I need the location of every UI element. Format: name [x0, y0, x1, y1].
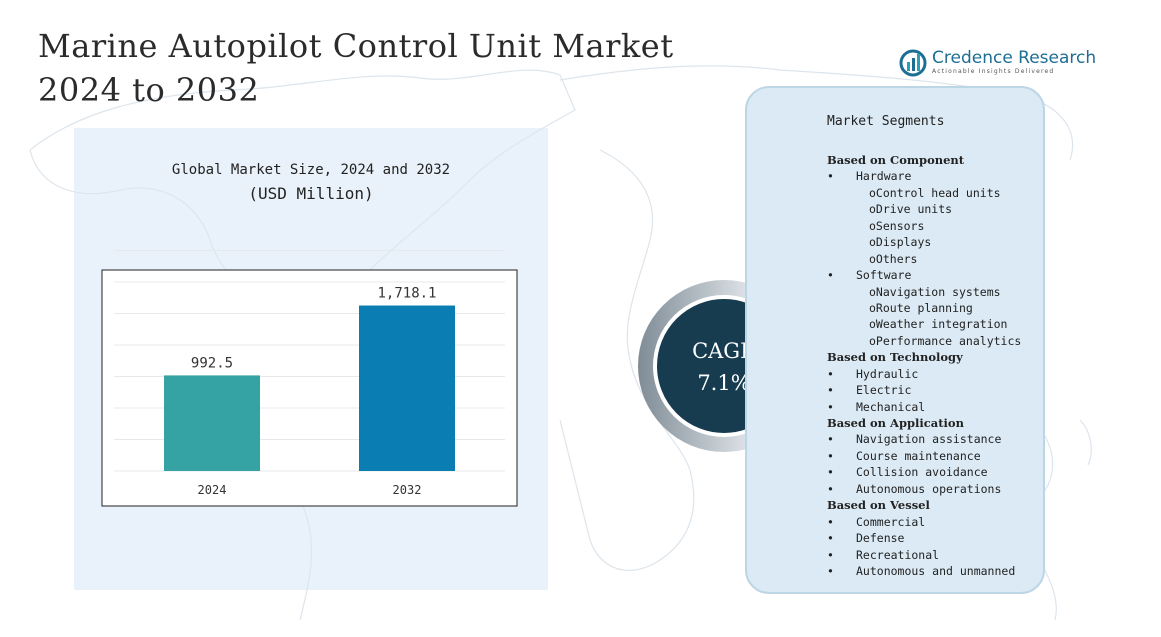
cagr-value: 7.1% [697, 371, 751, 395]
bullet-icon: • [827, 268, 834, 283]
bullet-icon: • [827, 399, 834, 414]
segment-item-label: Collision avoidance [856, 465, 988, 480]
segment-group-heading: Based on Technology [827, 350, 963, 365]
segment-item-label: Recreational [856, 547, 940, 562]
segment-item-label: Software [856, 268, 912, 283]
credence-logo-icon [899, 49, 927, 77]
segment-item: • Hardware [827, 168, 1042, 184]
bullet-icon: • [827, 366, 834, 381]
bar-2024 [164, 375, 260, 471]
segment-group-heading: Based on Vessel [827, 498, 930, 513]
bullet-icon: • [827, 383, 834, 398]
credence-research-logo: Credence Research Actionable Insights De… [898, 48, 1096, 80]
title-line-2: 2024 to 2032 [38, 71, 260, 109]
segment-item-label: Commercial [856, 514, 926, 529]
segment-subitem: oControl head units [869, 185, 1001, 200]
bullet-icon: • [827, 169, 834, 184]
segment-item: • Commercial [827, 514, 1042, 530]
segment-subitem: oDrive units [869, 202, 953, 217]
bullet-icon: • [827, 448, 834, 463]
segment-item-label: Autonomous and unmanned [856, 563, 1016, 578]
bullet-icon: • [827, 563, 834, 578]
segment-item: • Software [827, 267, 1042, 283]
segment-item-label: Defense [856, 531, 905, 546]
market-segments-panel: Market Segments Based on Component • Hardw… [745, 86, 1045, 594]
segment-subitem: oDisplays [869, 235, 932, 250]
segment-item-label: Hydraulic [856, 366, 919, 381]
logo-tagline: Actionable Insights Delivered [932, 68, 1055, 75]
segment-item: • Defense [827, 530, 1042, 546]
bar-2032 [359, 305, 455, 471]
segment-item: • Course maintenance [827, 448, 1042, 464]
bullet-icon: • [827, 514, 834, 529]
page-title: Marine Autopilot Control Unit Market 202… [38, 24, 674, 112]
bar-chart: 992.5 2024 1,718.1 2032 [101, 250, 518, 507]
bullet-icon: • [827, 432, 834, 447]
segment-item: • Mechanical [827, 399, 1042, 415]
segment-item-label: Hardware [856, 169, 912, 184]
segment-item-label: Navigation assistance [856, 432, 1002, 447]
segment-subitem: oSensors [869, 218, 925, 233]
title-line-1: Marine Autopilot Control Unit Market [38, 27, 674, 65]
segment-group-heading: Based on Application [827, 416, 964, 430]
segment-subitem: oRoute planning [869, 300, 973, 315]
segment-subitem: oNavigation systems [869, 284, 1001, 299]
segment-subitem: oOthers [869, 251, 918, 266]
x-tick-label: 2032 [393, 483, 422, 497]
segment-item: • Collision avoidance [827, 464, 1042, 480]
segment-item: • Navigation assistance [827, 431, 1042, 447]
segment-item-label: Mechanical [856, 399, 926, 414]
segment-item: • Hydraulic [827, 366, 1042, 382]
segment-subitem: oPerformance analytics [869, 333, 1022, 348]
segment-item: • Autonomous and unmanned [827, 563, 1042, 579]
bullet-icon: • [827, 481, 834, 496]
x-tick-label: 2024 [198, 483, 227, 497]
chart-subtitle: (USD Million) [248, 184, 374, 203]
chart-panel: Global Market Size, 2024 and 2032 (USD M… [74, 128, 548, 590]
segment-item-label: Autonomous operations [856, 481, 1002, 496]
segments-list: Based on Component • Hardware oControl head… [827, 152, 1042, 579]
data-label: 992.5 [191, 355, 233, 371]
chart-title: Global Market Size, 2024 and 2032 [171, 162, 451, 178]
segment-item: • Autonomous operations [827, 481, 1042, 497]
segment-item-label: Course maintenance [856, 448, 981, 463]
segment-subitem: oWeather integration [869, 317, 1008, 332]
segment-item: • Electric [827, 382, 1042, 398]
bullet-icon: • [827, 547, 834, 562]
segment-item: • Recreational [827, 547, 1042, 563]
bullet-icon: • [827, 531, 834, 546]
segment-item-label: Electric [856, 383, 912, 398]
logo-name: Credence Research [932, 48, 1097, 68]
segment-group-heading: Based on Component [827, 153, 965, 167]
segments-heading: Market Segments [827, 114, 945, 129]
bullet-icon: • [827, 465, 834, 480]
data-label: 1,718.1 [377, 286, 436, 302]
